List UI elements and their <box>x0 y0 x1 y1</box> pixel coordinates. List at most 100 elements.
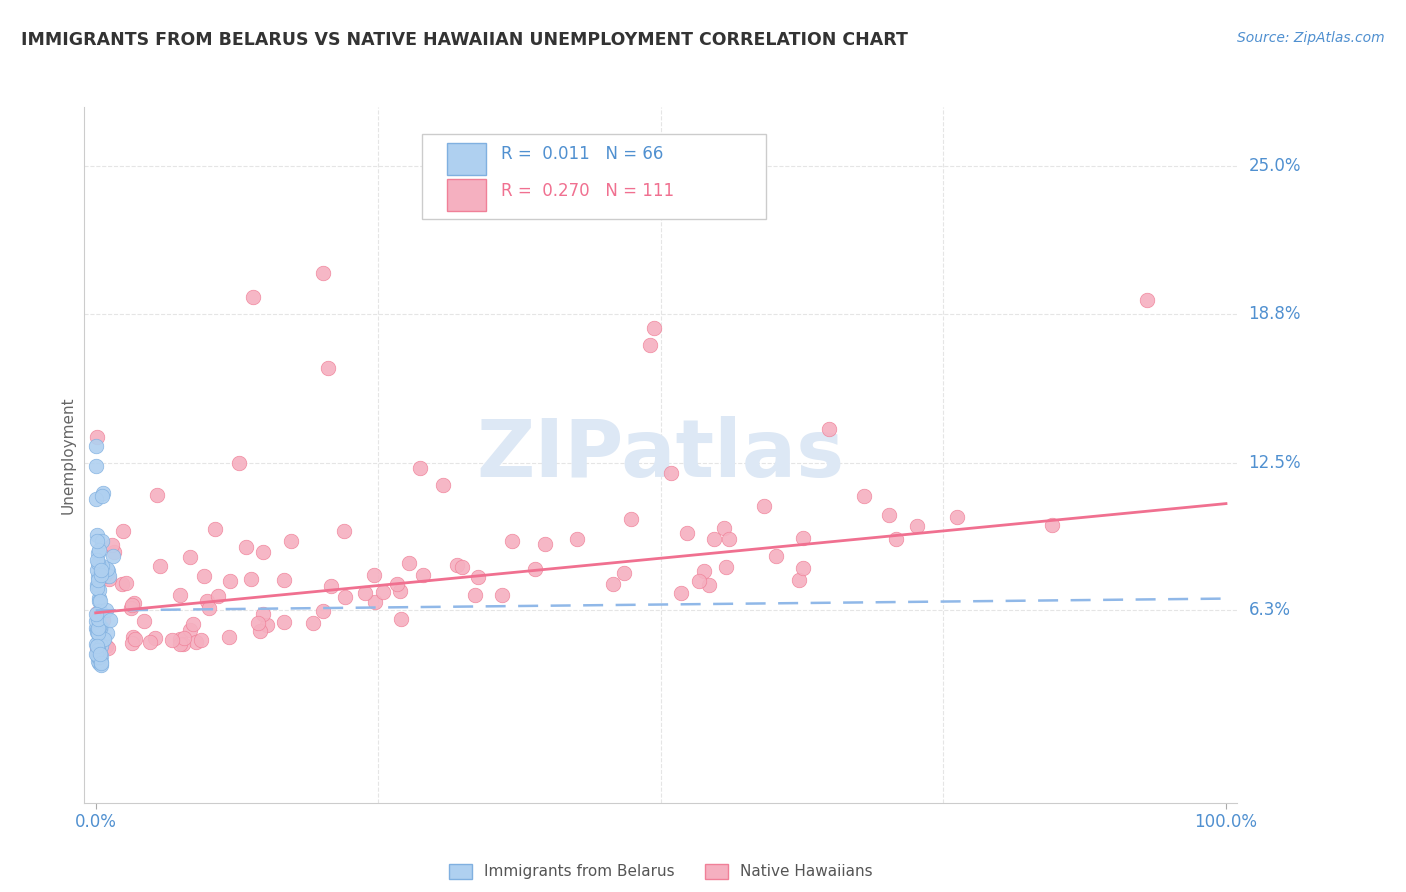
Point <box>93 613 115 627</box>
Point <box>688 574 710 589</box>
Text: R =  0.011   N = 66: R = 0.011 N = 66 <box>501 145 662 163</box>
Point <box>84 607 107 622</box>
Text: R =  0.270   N = 111: R = 0.270 N = 111 <box>501 182 673 200</box>
Point <box>93 568 115 582</box>
Point <box>204 522 226 536</box>
Point <box>228 456 250 470</box>
Point <box>87 583 110 598</box>
Point <box>91 486 114 500</box>
Point <box>173 631 195 645</box>
Point <box>602 577 624 591</box>
Point <box>94 639 117 653</box>
Point <box>87 636 110 650</box>
Point <box>87 634 110 648</box>
Point <box>792 531 814 545</box>
Point <box>87 594 110 608</box>
Point <box>613 566 636 580</box>
Point <box>398 556 420 570</box>
Point <box>464 588 486 602</box>
Point <box>373 585 395 599</box>
Point <box>321 579 343 593</box>
Point <box>207 590 229 604</box>
Point <box>146 488 169 502</box>
Point <box>501 534 523 549</box>
Point <box>87 625 110 640</box>
Point <box>145 632 167 646</box>
Point <box>87 621 110 635</box>
Point <box>432 478 454 492</box>
Point <box>86 528 108 542</box>
Point <box>90 656 112 670</box>
Y-axis label: Unemployment: Unemployment <box>60 396 76 514</box>
Point <box>523 561 546 575</box>
Point <box>817 422 839 436</box>
Point <box>179 623 201 637</box>
Point <box>181 616 204 631</box>
Point <box>538 194 561 209</box>
Point <box>103 545 125 559</box>
Point <box>408 461 430 475</box>
Point <box>87 542 110 557</box>
Point <box>363 567 385 582</box>
Point <box>252 607 274 621</box>
Point <box>89 657 111 672</box>
Point <box>96 641 118 656</box>
Point <box>467 569 489 583</box>
Point <box>235 540 257 554</box>
Point <box>86 624 108 639</box>
Point <box>249 624 271 638</box>
Point <box>149 558 172 573</box>
Point <box>120 600 142 615</box>
Point <box>84 614 107 628</box>
Point <box>84 439 107 453</box>
Point <box>218 631 240 645</box>
Point <box>316 361 339 376</box>
Point <box>87 612 110 626</box>
Point <box>121 636 143 650</box>
Point <box>93 632 115 646</box>
Point <box>312 266 335 280</box>
Point <box>491 588 513 602</box>
Point <box>112 524 135 539</box>
Point <box>87 654 110 668</box>
Point <box>946 509 969 524</box>
Point <box>122 630 145 644</box>
Point <box>86 564 108 578</box>
Text: 6.3%: 6.3% <box>1249 601 1291 619</box>
Point <box>389 612 412 626</box>
Point <box>717 532 740 546</box>
Point <box>98 568 121 582</box>
Point <box>884 533 907 547</box>
Point <box>193 569 215 583</box>
Point <box>186 635 208 649</box>
Point <box>169 632 191 647</box>
Point <box>676 525 699 540</box>
Point <box>697 578 720 592</box>
Point <box>87 569 110 583</box>
Point <box>89 649 111 664</box>
Point <box>312 604 335 618</box>
Point <box>91 534 114 549</box>
Point <box>86 553 108 567</box>
Point <box>90 620 112 634</box>
Point <box>1136 293 1159 307</box>
Point <box>91 558 114 573</box>
Point <box>91 633 114 648</box>
Point <box>219 574 242 588</box>
Point <box>87 643 110 657</box>
Point <box>86 573 108 587</box>
Point <box>162 633 184 648</box>
Point <box>787 573 810 587</box>
Point <box>90 655 112 669</box>
Point <box>90 639 112 653</box>
Point <box>86 577 108 591</box>
Point <box>84 621 107 635</box>
Point <box>197 593 219 607</box>
Point <box>97 564 120 578</box>
Text: 25.0%: 25.0% <box>1249 157 1301 176</box>
Point <box>669 586 692 600</box>
Point <box>533 537 555 551</box>
Point <box>86 623 108 637</box>
Point <box>90 649 112 664</box>
Point <box>89 594 111 608</box>
